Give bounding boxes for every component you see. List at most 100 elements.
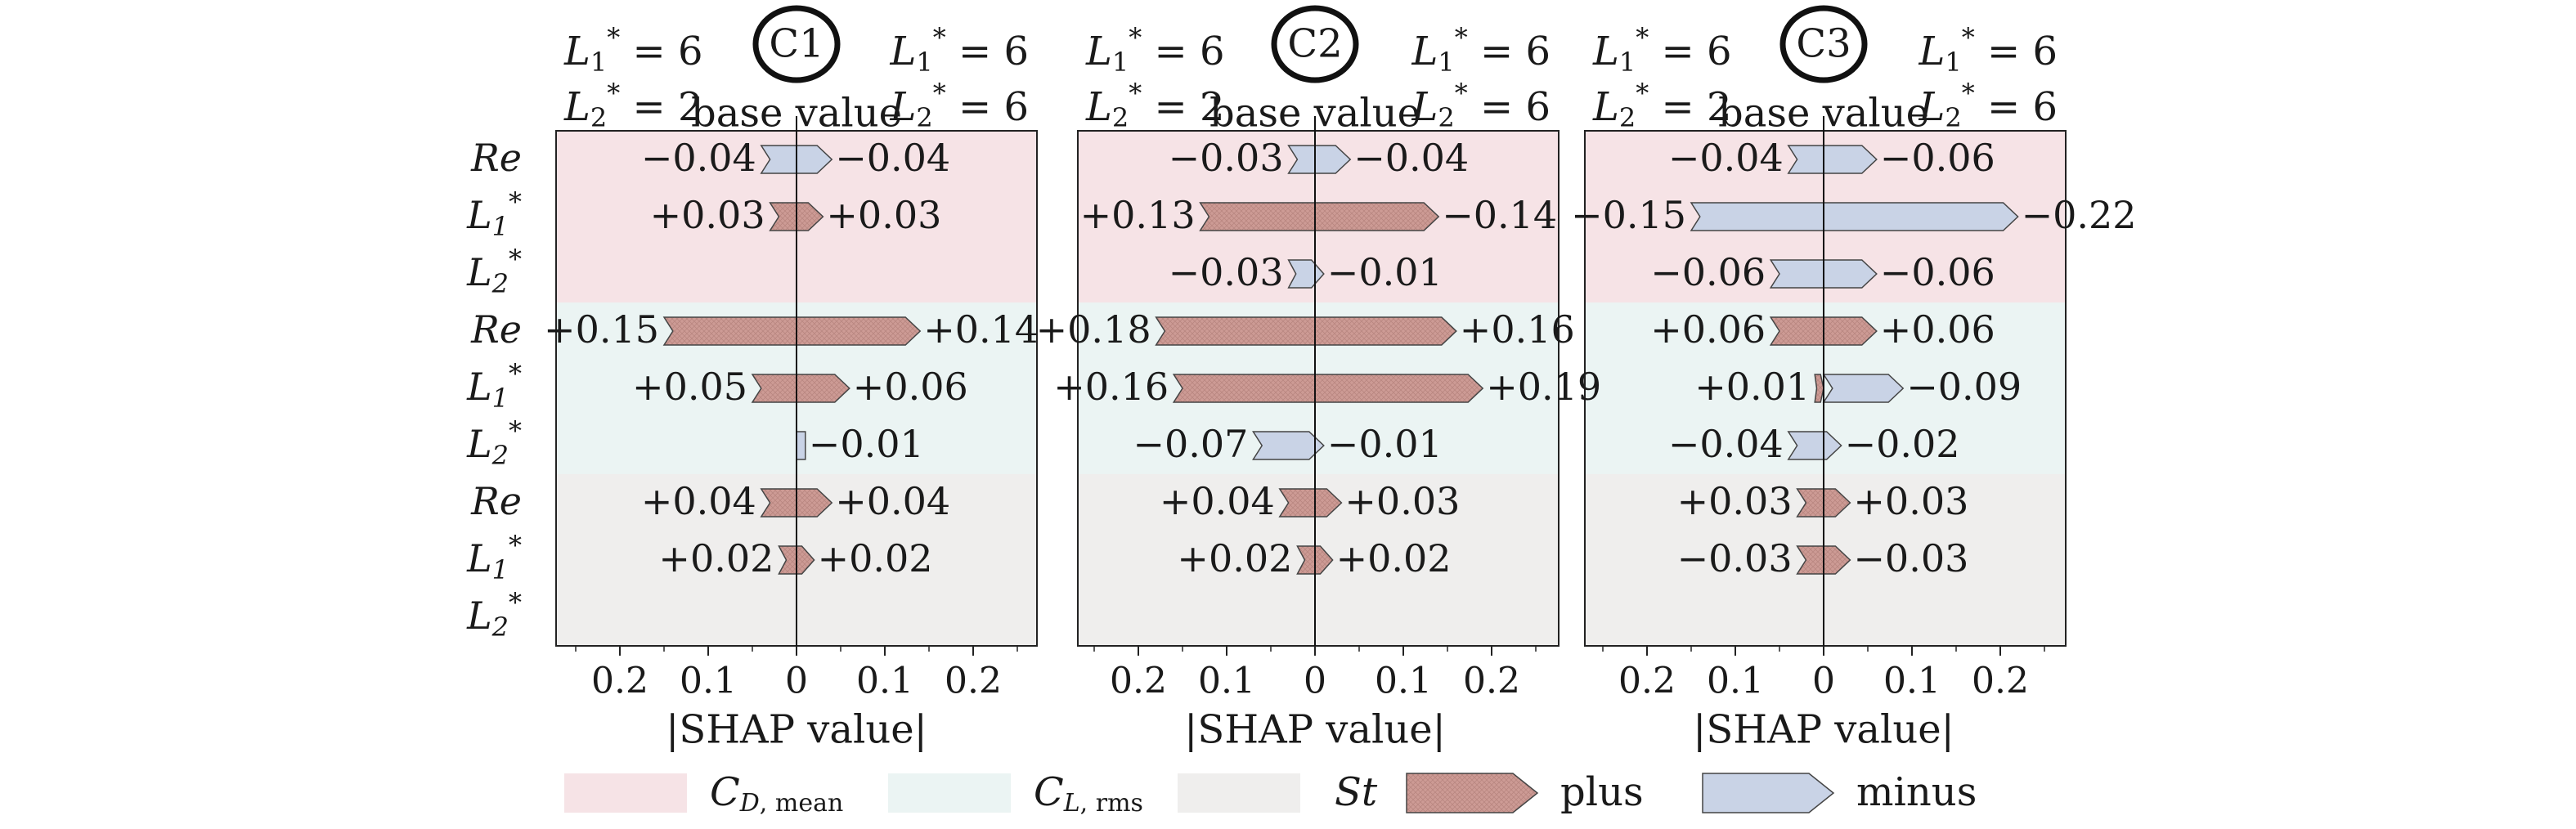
shap-bar-minus	[1690, 202, 2019, 231]
value-label-left: −0.03	[1169, 136, 1284, 180]
x-axis-label: |SHAP value|	[666, 707, 927, 753]
row-label: L1*	[466, 358, 522, 414]
panel-id: C2	[1287, 21, 1342, 67]
panel-id-circle	[752, 5, 841, 83]
shap-bar-plus	[662, 316, 922, 346]
case-label: L1* = 6	[563, 22, 703, 78]
shap-bar-plus	[1278, 488, 1343, 518]
case-label: L2* = 6	[1918, 78, 2058, 133]
value-label-right: +0.04	[835, 479, 950, 523]
value-label-left: −0.03	[1169, 250, 1284, 294]
x-tick-label: 0.1	[856, 661, 913, 702]
value-label-right: −0.01	[1327, 250, 1443, 294]
row-label: L2*	[466, 415, 522, 471]
x-tick-label: 0.2	[945, 661, 1002, 702]
panel-id-circle	[1271, 5, 1359, 83]
value-label-right: −0.22	[2022, 193, 2137, 237]
case-label: L2* = 2	[563, 78, 703, 133]
value-label-right: −0.09	[1906, 365, 2022, 409]
legend-label-cd: CD, mean	[710, 769, 843, 818]
row-label: Re	[470, 307, 522, 352]
legend-label-plus: plus	[1560, 769, 1644, 815]
shap-bar-plus	[1172, 374, 1484, 403]
legend-swatch-st	[1178, 773, 1300, 813]
value-label-left: +0.16	[1053, 365, 1169, 409]
value-label-right: +0.03	[826, 193, 941, 237]
shap-bar-minus	[796, 431, 806, 460]
value-label-left: +0.18	[1036, 307, 1151, 352]
row-label: Re	[470, 479, 522, 523]
value-label-left: −0.04	[1668, 136, 1784, 180]
x-axis-label: |SHAP value|	[1184, 707, 1446, 753]
value-label-left: +0.03	[1677, 479, 1793, 523]
value-label-left: +0.04	[1160, 479, 1275, 523]
legend-swatch-cl	[888, 773, 1011, 813]
value-label-left: +0.01	[1694, 365, 1810, 409]
base-value-label: base value	[1718, 91, 1929, 137]
x-tick-label: 0.2	[1618, 661, 1676, 702]
value-label-right: +0.03	[1344, 479, 1460, 523]
value-label-right: −0.14	[1442, 193, 1557, 237]
panel-id: C1	[769, 21, 824, 67]
row-label: L2*	[466, 244, 522, 299]
shap-bar-plus	[1199, 202, 1440, 231]
value-label-right: +0.02	[818, 536, 933, 580]
x-tick-label: 0.2	[591, 661, 648, 702]
panel-frame	[1584, 130, 2067, 647]
x-tick-label: 0	[785, 661, 808, 702]
shap-bar-plus	[1814, 374, 1824, 403]
value-label-left: −0.07	[1133, 422, 1248, 466]
value-label-right: +0.06	[853, 365, 968, 409]
x-axis-label: |SHAP value|	[1693, 707, 1954, 753]
value-label-right: −0.06	[1880, 250, 1995, 294]
x-tick-label: 0.1	[1198, 661, 1255, 702]
x-tick-label: 0.1	[1707, 661, 1764, 702]
x-tick-label: 0	[1304, 661, 1326, 702]
x-tick-label: 0.2	[1110, 661, 1167, 702]
panel-id-circle	[1779, 5, 1868, 83]
value-label-left: −0.03	[1677, 536, 1793, 580]
value-label-left: −0.06	[1650, 250, 1766, 294]
case-label: L2* = 2	[1085, 78, 1225, 133]
x-tick-label: 0.1	[680, 661, 737, 702]
panel-frame	[1077, 130, 1560, 647]
row-label: L1*	[466, 530, 522, 585]
value-label-right: −0.02	[1845, 422, 1960, 466]
shap-bar-minus	[1822, 374, 1905, 403]
value-label-right: +0.14	[923, 307, 1039, 352]
row-label: Re	[470, 136, 522, 180]
value-label-right: +0.03	[1853, 479, 1968, 523]
value-label-right: +0.06	[1880, 307, 1995, 352]
case-label: L1* = 6	[1918, 22, 2058, 78]
value-label-left: +0.03	[650, 193, 765, 237]
legend-swatch-cd	[564, 773, 687, 813]
legend-label-cl: CL, rms	[1034, 769, 1143, 818]
row-label: L2*	[466, 587, 522, 643]
value-label-right: −0.03	[1853, 536, 1968, 580]
value-label-left: +0.06	[1650, 307, 1766, 352]
x-tick-label: 0.2	[1972, 661, 2029, 702]
value-label-right: −0.01	[809, 422, 924, 466]
value-label-left: −0.04	[1668, 422, 1784, 466]
legend-label-minus: minus	[1856, 769, 1977, 815]
shap-bar-minus	[1787, 145, 1878, 174]
x-tick-label: 0.1	[1883, 661, 1941, 702]
x-tick-label: 0	[1812, 661, 1835, 702]
case-label: L2* = 6	[1411, 78, 1551, 133]
legend-label-st: St	[1335, 769, 1378, 815]
shap-bar-plus	[1155, 316, 1457, 346]
case-label: L2* = 2	[1592, 78, 1732, 133]
case-label: L1* = 6	[889, 22, 1029, 78]
case-label: L1* = 6	[1085, 22, 1225, 78]
value-label-right: −0.04	[835, 136, 950, 180]
shap-bar-minus	[1287, 145, 1352, 174]
value-label-left: −0.04	[641, 136, 756, 180]
value-label-left: +0.02	[658, 536, 774, 580]
panel-id: C3	[1796, 21, 1851, 67]
value-label-right: −0.01	[1327, 422, 1443, 466]
shap-bar-plus	[751, 374, 850, 403]
value-label-left: −0.15	[1571, 193, 1686, 237]
case-label: L1* = 6	[1411, 22, 1551, 78]
base-value-label: base value	[1209, 91, 1420, 137]
